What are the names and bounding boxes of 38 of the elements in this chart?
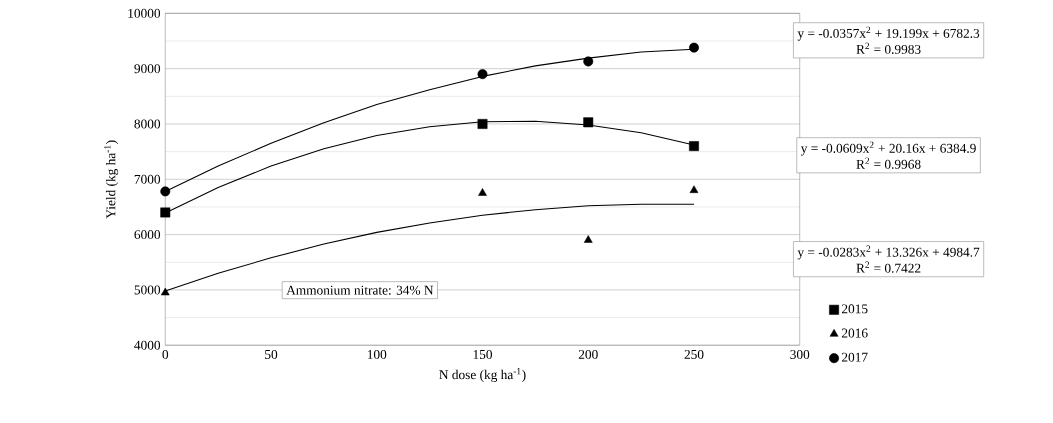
point <box>160 207 171 218</box>
x-axis-title: N dose (kg ha$^{-1}$) <box>439 368 526 383</box>
x-tick-label: 0 <box>162 350 169 360</box>
legend-label: 2017 <box>841 352 868 362</box>
point <box>583 56 594 67</box>
y-axis-title: Yield (kg ha$^{-1}$) <box>104 140 119 219</box>
text: R$^{2}$ = 0.7422 <box>856 261 921 273</box>
x-tick-label: 250 <box>684 350 704 360</box>
x-tick-label: 150 <box>473 350 493 360</box>
y-tick-label: 5000 <box>134 285 161 295</box>
point <box>478 188 487 196</box>
x-tick-label: 50 <box>265 350 278 360</box>
text: R$^{2}$ = 0.9983 <box>856 42 921 55</box>
y-tick-label: 7000 <box>134 175 161 185</box>
point <box>160 287 170 296</box>
annotation: y = -0.0357x$^{2}$ + 19.199x + 6782.3 <box>797 26 980 41</box>
text: y = -0.0609x$^{2}$ + 20.16x + 6384.9 <box>800 141 976 156</box>
x-tick-label: 300 <box>790 350 810 360</box>
text: R$^{2}$ = 0.9968 <box>856 157 921 170</box>
y-tick-label: 4000 <box>134 340 161 350</box>
annotation: y = -0.0283x$^{2}$ + 13.326x + 4984.7 <box>797 245 980 260</box>
legend-label: 2015 <box>841 304 868 314</box>
point <box>689 185 699 194</box>
point <box>583 235 593 243</box>
point <box>583 117 594 128</box>
y-tick-label: 10000 <box>128 9 161 19</box>
point <box>477 69 488 80</box>
point <box>477 119 488 130</box>
point <box>160 186 171 197</box>
y-tick-label: 8000 <box>134 119 161 129</box>
x-tick-label: 200 <box>578 350 598 360</box>
x-tick-label: 100 <box>367 350 387 360</box>
point <box>689 42 699 53</box>
annotation: Ammonium nitrate: 34% N <box>286 285 434 295</box>
point <box>689 141 699 152</box>
legend-label: 2016 <box>841 328 868 338</box>
y-tick-label: 6000 <box>134 230 161 240</box>
y-tick-label: 9000 <box>134 64 161 74</box>
